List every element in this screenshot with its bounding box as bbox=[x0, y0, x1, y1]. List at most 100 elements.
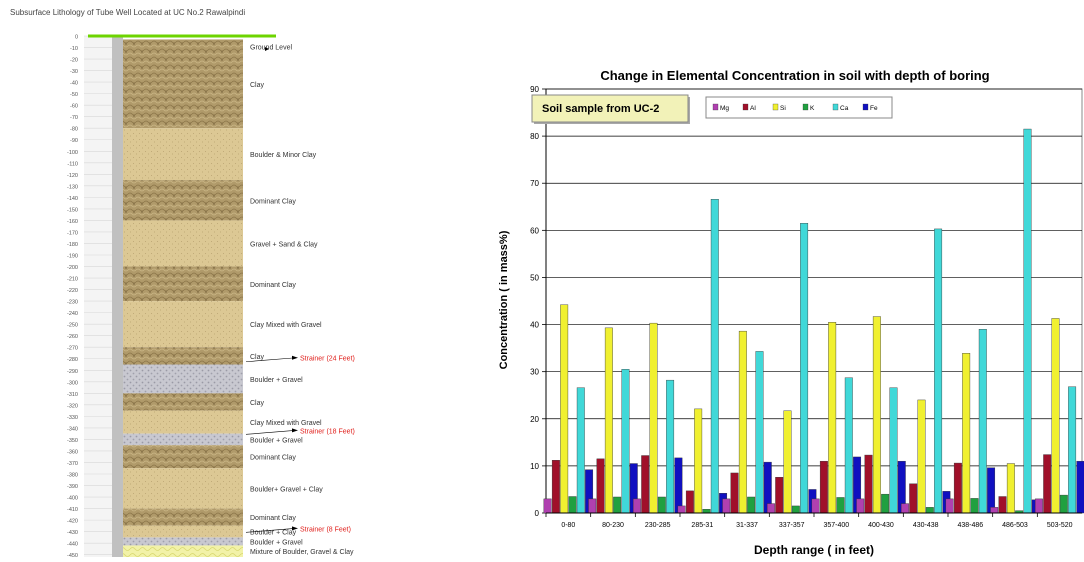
lithology-layer bbox=[123, 468, 243, 509]
bar-si bbox=[962, 353, 971, 514]
layer-label: Dominant Clay bbox=[250, 515, 296, 522]
layer-labels: Clay Boulder & Minor Clay Dominant Clay Gra… bbox=[250, 45, 354, 557]
depth-tick-label: -450 bbox=[67, 553, 78, 559]
bar-mg bbox=[811, 498, 820, 514]
legend-label-ca: Ca bbox=[840, 105, 849, 112]
y-tick-label: 70 bbox=[530, 179, 539, 188]
depth-tick-label: -220 bbox=[67, 288, 78, 294]
bar-si bbox=[604, 327, 613, 514]
layer-label: Clay Mixed with Gravel bbox=[250, 420, 322, 427]
chart-panel: Change in Elemental Concentration in soi… bbox=[470, 0, 1084, 562]
depth-tick-label: -40 bbox=[70, 81, 78, 87]
bar-al bbox=[1043, 454, 1052, 514]
layer-label: Mixture of Boulder, Gravel & Clay bbox=[250, 549, 354, 556]
bar-mg bbox=[1034, 498, 1043, 514]
bar-k bbox=[836, 497, 845, 514]
bar-al bbox=[909, 483, 918, 514]
layer-label: Boulder + Gravel bbox=[250, 539, 303, 546]
legend-label-al: Al bbox=[750, 105, 756, 112]
strainer-leader-line bbox=[245, 528, 297, 533]
depth-tick-label: -230 bbox=[67, 300, 78, 306]
bar-al bbox=[641, 455, 650, 514]
bar-al bbox=[685, 490, 694, 514]
depth-axis: 0 -10 -20 -30 -40 -50 -60 -70 -80 -90 -100 -110 -120… bbox=[67, 35, 123, 559]
depth-tick-label: -350 bbox=[67, 438, 78, 444]
y-axis: 0 10 20 30 40 50 60 70 80 90 bbox=[530, 85, 547, 518]
depth-tick-label: -260 bbox=[67, 334, 78, 340]
bar-mg bbox=[543, 498, 552, 514]
depth-tick-label: -170 bbox=[67, 230, 78, 236]
sample-annotation: Soil sample from UC-2 bbox=[531, 94, 690, 124]
bar-k bbox=[613, 496, 622, 514]
lithology-panel: Subsurface Lithology of Tube Well Locate… bbox=[0, 0, 470, 562]
layer-label: Clay bbox=[250, 400, 265, 407]
sample-annotation-text: Soil sample from UC-2 bbox=[542, 103, 659, 115]
bar-si bbox=[783, 410, 792, 514]
depth-tick-label: -80 bbox=[70, 127, 78, 133]
bar-fe bbox=[674, 457, 683, 514]
bar-mg bbox=[722, 498, 731, 514]
x-axis-label: Depth range ( in feet) bbox=[754, 543, 874, 557]
strainer-label: Strainer (18 Feet) bbox=[300, 428, 355, 435]
depth-tick-label: -290 bbox=[67, 369, 78, 375]
ground-level-label: Ground Level bbox=[250, 45, 292, 52]
depth-tick-label: -160 bbox=[67, 219, 78, 225]
layer-label: Boulder & Minor Clay bbox=[250, 152, 317, 159]
depth-tick-label: -30 bbox=[70, 69, 78, 75]
y-tick-label: 10 bbox=[530, 462, 539, 471]
lithology-layer bbox=[123, 445, 243, 469]
x-tick-label: 438-486 bbox=[957, 522, 983, 529]
depth-tick-label: -180 bbox=[67, 242, 78, 248]
bar-k bbox=[881, 493, 890, 514]
lithology-title: Subsurface Lithology of Tube Well Locate… bbox=[10, 8, 246, 17]
legend-label-k: K bbox=[810, 105, 815, 112]
bar-fe bbox=[1076, 460, 1084, 514]
bar-mg bbox=[766, 503, 775, 514]
bar-al bbox=[596, 458, 605, 514]
y-tick-label: 60 bbox=[530, 226, 539, 235]
bar-si bbox=[917, 399, 926, 514]
bar-mg bbox=[677, 505, 686, 514]
bar-chart: Change in Elemental Concentration in soi… bbox=[498, 68, 1084, 557]
depth-tick-label: -320 bbox=[67, 403, 78, 409]
strainer-label: Strainer (8 Feet) bbox=[300, 526, 351, 533]
layer-label: Boulder + Clay bbox=[250, 530, 297, 537]
chart-bars bbox=[543, 128, 1084, 514]
depth-tick-label: -400 bbox=[67, 496, 78, 502]
y-tick-label: 0 bbox=[535, 509, 540, 518]
depth-tick-label: -440 bbox=[67, 542, 78, 548]
x-tick-label: 430-438 bbox=[913, 522, 939, 529]
legend-swatch-k bbox=[802, 103, 809, 111]
bar-ca bbox=[621, 369, 630, 514]
bar-ca bbox=[800, 223, 809, 514]
depth-tick-label: -360 bbox=[67, 449, 78, 455]
y-axis-label: Concentration ( in mass%) bbox=[498, 230, 510, 369]
depth-tick-label: -50 bbox=[70, 92, 78, 98]
plot-area bbox=[545, 88, 1083, 514]
layer-label: Boulder + Gravel bbox=[250, 377, 303, 384]
bar-fe bbox=[987, 467, 996, 514]
depth-tick-label: -200 bbox=[67, 265, 78, 271]
bar-ca bbox=[889, 387, 898, 514]
bar-ca bbox=[576, 387, 585, 514]
layer-label: Boulder + Gravel bbox=[250, 437, 303, 444]
layer-label: Clay bbox=[250, 82, 265, 89]
legend-label-mg: Mg bbox=[720, 105, 729, 112]
x-tick-label: 0-80 bbox=[561, 522, 575, 529]
depth-tick-label: -140 bbox=[67, 196, 78, 202]
x-axis: 0-80 80-230 230-285 285-31 31-337 337-357 357-… bbox=[545, 512, 1082, 529]
bar-mg bbox=[945, 498, 954, 514]
depth-tick-label: -60 bbox=[70, 104, 78, 110]
depth-tick-label: -370 bbox=[67, 461, 78, 467]
bar-ca bbox=[666, 379, 675, 514]
depth-tick-label: -120 bbox=[67, 173, 78, 179]
x-tick-label: 337-357 bbox=[779, 522, 805, 529]
layer-label: Dominant Clay bbox=[250, 455, 296, 462]
bar-si bbox=[560, 304, 569, 514]
chart-title: Change in Elemental Concentration in soi… bbox=[600, 68, 989, 83]
bar-k bbox=[925, 507, 934, 514]
depth-tick-label: -110 bbox=[67, 161, 78, 167]
legend-swatch-fe bbox=[862, 103, 869, 111]
bar-mg bbox=[900, 503, 909, 514]
x-tick-label: 503-520 bbox=[1047, 522, 1073, 529]
